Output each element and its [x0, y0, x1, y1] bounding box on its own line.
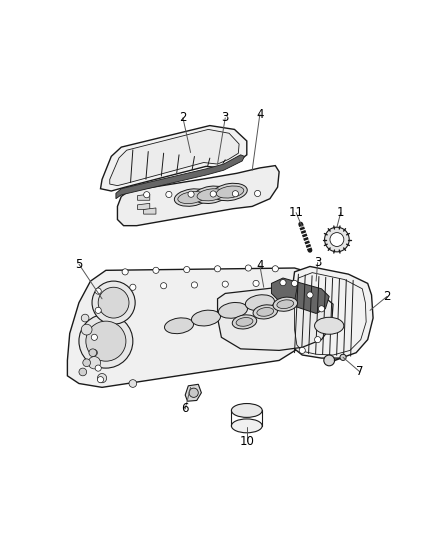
Circle shape: [184, 266, 190, 273]
Text: 4: 4: [256, 108, 264, 120]
Circle shape: [95, 308, 101, 313]
Circle shape: [330, 232, 344, 246]
Ellipse shape: [277, 300, 294, 309]
Circle shape: [291, 280, 298, 287]
Ellipse shape: [197, 189, 225, 201]
Circle shape: [189, 388, 198, 398]
Ellipse shape: [194, 186, 228, 204]
Circle shape: [318, 306, 325, 312]
Circle shape: [153, 267, 159, 273]
Ellipse shape: [219, 302, 247, 318]
Ellipse shape: [232, 315, 257, 329]
Polygon shape: [218, 287, 333, 350]
Circle shape: [299, 348, 305, 353]
Circle shape: [191, 282, 198, 288]
Circle shape: [188, 191, 194, 197]
Text: 6: 6: [181, 402, 189, 415]
Ellipse shape: [216, 186, 244, 198]
Polygon shape: [110, 130, 239, 185]
Text: 11: 11: [289, 206, 304, 219]
Circle shape: [89, 349, 97, 357]
Circle shape: [314, 336, 321, 343]
Circle shape: [280, 280, 286, 286]
Ellipse shape: [273, 297, 297, 311]
Circle shape: [79, 368, 87, 376]
Circle shape: [91, 334, 97, 341]
Circle shape: [129, 379, 137, 387]
Circle shape: [222, 281, 228, 287]
Ellipse shape: [191, 310, 220, 326]
Circle shape: [232, 191, 238, 197]
Circle shape: [86, 321, 126, 361]
Text: 4: 4: [256, 259, 264, 272]
Text: 3: 3: [222, 111, 229, 124]
Circle shape: [166, 191, 172, 198]
Ellipse shape: [174, 189, 209, 206]
Ellipse shape: [213, 183, 247, 201]
Polygon shape: [67, 268, 337, 387]
Circle shape: [307, 292, 313, 298]
Circle shape: [144, 192, 150, 198]
Circle shape: [97, 377, 103, 383]
Text: 10: 10: [240, 435, 254, 448]
Text: 7: 7: [356, 366, 364, 378]
Circle shape: [340, 354, 346, 360]
Circle shape: [324, 355, 335, 366]
Circle shape: [122, 269, 128, 275]
Circle shape: [254, 190, 261, 197]
Polygon shape: [117, 166, 279, 225]
Polygon shape: [291, 266, 373, 358]
Text: 5: 5: [75, 257, 83, 271]
Circle shape: [253, 280, 259, 287]
Ellipse shape: [314, 317, 344, 334]
Circle shape: [130, 284, 136, 290]
Circle shape: [88, 357, 100, 369]
Circle shape: [79, 314, 133, 368]
Ellipse shape: [178, 191, 205, 204]
Circle shape: [325, 227, 349, 252]
Text: 1: 1: [337, 206, 345, 219]
Ellipse shape: [236, 318, 253, 326]
Circle shape: [83, 359, 91, 367]
Circle shape: [210, 191, 216, 197]
Circle shape: [81, 314, 89, 322]
Circle shape: [272, 265, 279, 272]
Polygon shape: [100, 126, 247, 191]
Text: 3: 3: [314, 256, 321, 269]
Circle shape: [98, 287, 129, 318]
Circle shape: [245, 265, 251, 271]
Circle shape: [161, 282, 167, 289]
Circle shape: [92, 281, 135, 324]
Circle shape: [95, 365, 101, 371]
Ellipse shape: [253, 305, 278, 319]
Ellipse shape: [165, 318, 194, 334]
Polygon shape: [144, 208, 156, 214]
Circle shape: [81, 324, 92, 335]
Circle shape: [97, 374, 107, 383]
Ellipse shape: [231, 403, 262, 417]
Polygon shape: [138, 194, 150, 200]
Circle shape: [91, 350, 97, 356]
Polygon shape: [116, 155, 244, 199]
Polygon shape: [272, 278, 329, 313]
Polygon shape: [138, 203, 150, 209]
Text: 2: 2: [179, 111, 187, 124]
Circle shape: [215, 265, 221, 272]
Text: 2: 2: [383, 290, 391, 303]
Ellipse shape: [245, 295, 275, 311]
Ellipse shape: [257, 308, 274, 316]
Ellipse shape: [231, 419, 262, 433]
Circle shape: [322, 322, 328, 329]
Circle shape: [95, 288, 101, 294]
Polygon shape: [185, 384, 201, 401]
